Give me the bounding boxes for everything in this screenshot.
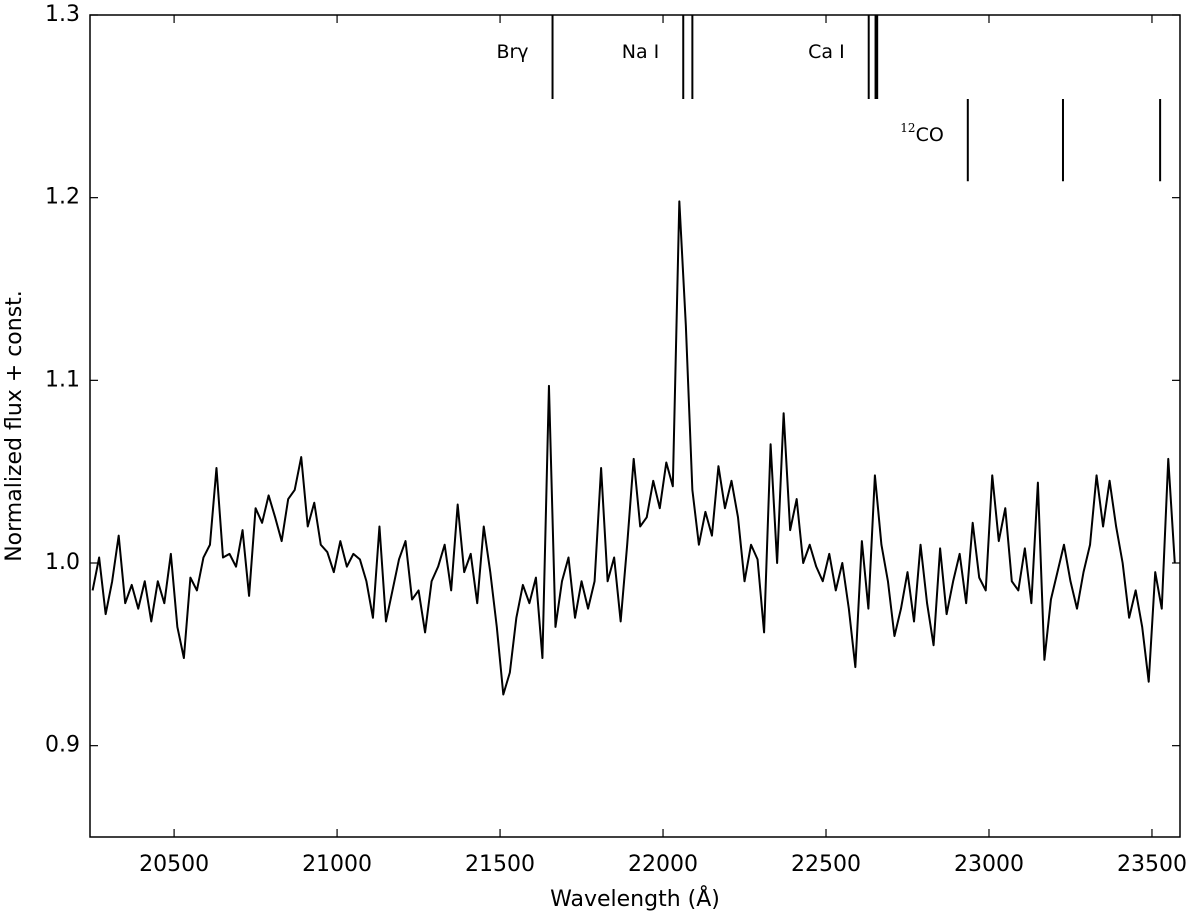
x-tick-label: 22500 bbox=[791, 852, 861, 877]
x-tick-label: 22000 bbox=[628, 852, 698, 877]
x-tick-label: 23500 bbox=[1117, 852, 1187, 877]
line-marker-label: Ca I bbox=[808, 41, 845, 63]
y-tick-label: 1.1 bbox=[45, 367, 80, 392]
x-tick-label: 23000 bbox=[954, 852, 1024, 877]
line-marker-text: Ca I bbox=[808, 41, 845, 63]
x-tick-label: 21500 bbox=[465, 852, 535, 877]
line-marker-text: CO bbox=[916, 124, 944, 146]
line-marker-label: Na I bbox=[622, 41, 660, 63]
line-marker-label: Brγ bbox=[496, 41, 528, 63]
x-tick-label: 21000 bbox=[302, 852, 372, 877]
spectrum-line bbox=[91, 200, 1176, 696]
y-tick-label: 1.2 bbox=[45, 185, 80, 210]
y-tick-label: 0.9 bbox=[45, 733, 80, 758]
plot-frame bbox=[89, 14, 1181, 838]
line-marker-text: Na I bbox=[622, 41, 660, 63]
line-marker-superscript: 12 bbox=[900, 121, 915, 135]
y-tick-label: 1.3 bbox=[45, 2, 80, 27]
x-axis-label: Wavelength (Å) bbox=[550, 885, 720, 912]
y-axis-label: Normalized flux + const. bbox=[2, 290, 27, 562]
x-tick-label: 20500 bbox=[139, 852, 209, 877]
line-marker-text: Brγ bbox=[496, 41, 528, 63]
y-tick-label: 1.0 bbox=[45, 550, 80, 575]
line-marker-label: 12CO bbox=[900, 121, 944, 146]
